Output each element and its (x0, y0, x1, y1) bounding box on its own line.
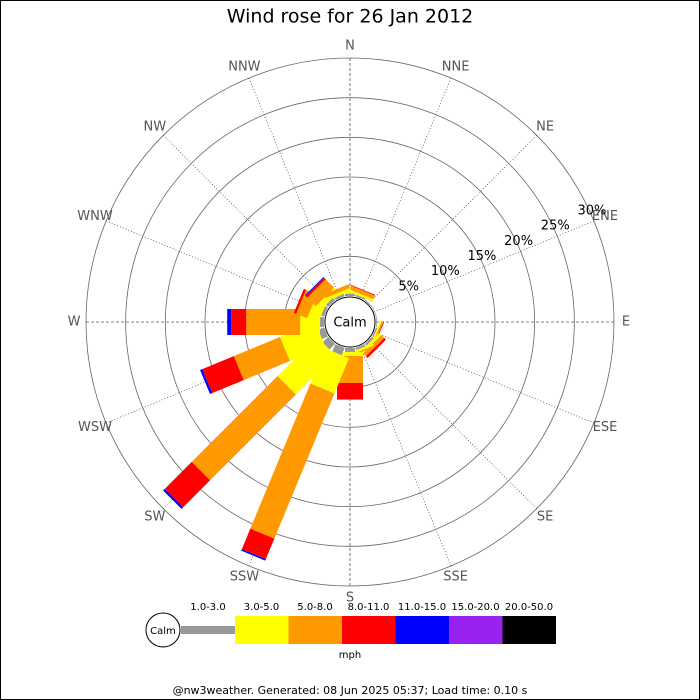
wind-bar (325, 287, 352, 301)
wind-bar (293, 288, 307, 314)
wind-bar (372, 307, 377, 317)
direction-label: N (345, 39, 355, 54)
legend-label: 8.0-11.0 (348, 602, 390, 613)
wind-bar (334, 293, 345, 300)
wind-bar (364, 299, 373, 308)
wind-bar (345, 293, 355, 296)
wind-bar (345, 348, 355, 352)
grid-ring (125, 97, 575, 547)
wind-bar (325, 297, 336, 308)
footer: @nw3weather. Generated: 08 Jun 2025 05:3… (173, 684, 528, 697)
legend-label: 20.0-50.0 (505, 602, 553, 613)
wind-bar (320, 317, 324, 327)
wind-bar (277, 336, 336, 395)
wind-bar (307, 279, 335, 307)
calm-label: Calm (333, 316, 366, 331)
wind-bar (324, 284, 350, 298)
wind-bar (202, 356, 244, 394)
direction-label: NNW (228, 60, 260, 75)
direction-label: WNW (77, 209, 113, 224)
legend-swatch (342, 616, 396, 644)
calm-circle (324, 296, 376, 348)
wind-bar (364, 336, 374, 346)
direction-label: WSW (78, 420, 112, 435)
wind-bar (233, 336, 290, 381)
spoke (373, 220, 595, 313)
spoke (368, 135, 537, 304)
direction-label: NNE (442, 60, 470, 75)
spoke (105, 220, 327, 313)
legend-swatch (395, 616, 449, 644)
ring-label: 25% (541, 219, 570, 234)
wind-bar (337, 351, 363, 356)
legend-label: 3.0-5.0 (244, 602, 279, 613)
wind-bar (372, 327, 378, 338)
direction-label: ENE (592, 209, 618, 224)
wind-bar (241, 528, 275, 560)
legend-label: 5.0-8.0 (297, 602, 332, 613)
spoke (248, 77, 341, 299)
wind-bar (310, 348, 350, 394)
ring-label: 5% (398, 279, 419, 294)
wind-bar (355, 344, 366, 351)
spoke (359, 345, 452, 567)
spoke (368, 340, 537, 509)
direction-label: NW (144, 119, 167, 134)
wind-bar (164, 461, 211, 508)
ring-label: 10% (431, 264, 460, 279)
wind-bar (200, 369, 213, 395)
direction-label: SSW (230, 569, 260, 584)
wind-bar (332, 344, 345, 356)
ring-label: 20% (504, 234, 533, 249)
wind-bar (321, 306, 328, 317)
legend-units: mph (339, 650, 361, 661)
legend-swatch (181, 626, 235, 634)
spoke (359, 77, 452, 299)
spoke (373, 331, 595, 424)
wind-bar (305, 277, 326, 298)
legend-swatch (235, 616, 289, 644)
direction-label: ESE (593, 420, 618, 435)
legend-calm (145, 612, 181, 648)
wind-bar (365, 337, 386, 358)
wind-bar (246, 309, 301, 335)
grid-ring (164, 136, 536, 508)
direction-label: W (68, 315, 81, 330)
wind-bar (376, 317, 377, 327)
ring-label: 15% (468, 249, 497, 264)
chart-title: Wind rose for 26 Jan 2012 (227, 6, 474, 28)
direction-label: NE (536, 119, 554, 134)
legend-calm-label: Calm (150, 626, 176, 637)
direction-label: SE (537, 510, 553, 525)
spoke (163, 135, 332, 304)
wind-bar (305, 277, 324, 296)
wind-bar (231, 309, 247, 335)
grid-ring (204, 176, 496, 468)
legend-label: 11.0-15.0 (398, 602, 446, 613)
wind-bar (349, 285, 375, 300)
legend-swatch (288, 616, 342, 644)
wind-bar (337, 382, 363, 400)
wind-bar (337, 292, 363, 294)
wind-bar (241, 549, 266, 561)
wind-bar (318, 327, 328, 339)
wind-bar (250, 383, 335, 539)
wind-bar (322, 336, 336, 350)
direction-label: E (622, 315, 630, 330)
wind-bar (350, 284, 376, 296)
wind-bar (348, 289, 374, 302)
ring-label: 30% (577, 203, 606, 218)
legend-label: 15.0-20.0 (451, 602, 499, 613)
direction-label: S (346, 591, 354, 606)
legend-swatch (502, 616, 556, 644)
legend-swatch (449, 616, 503, 644)
direction-label: SSE (443, 569, 468, 584)
wind-bar (355, 294, 366, 300)
direction-label: SW (144, 510, 165, 525)
wind-bar (163, 488, 184, 509)
wind-bar (227, 309, 232, 335)
legend-label: 1.0-3.0 (190, 602, 225, 613)
wind-bar (191, 376, 296, 481)
